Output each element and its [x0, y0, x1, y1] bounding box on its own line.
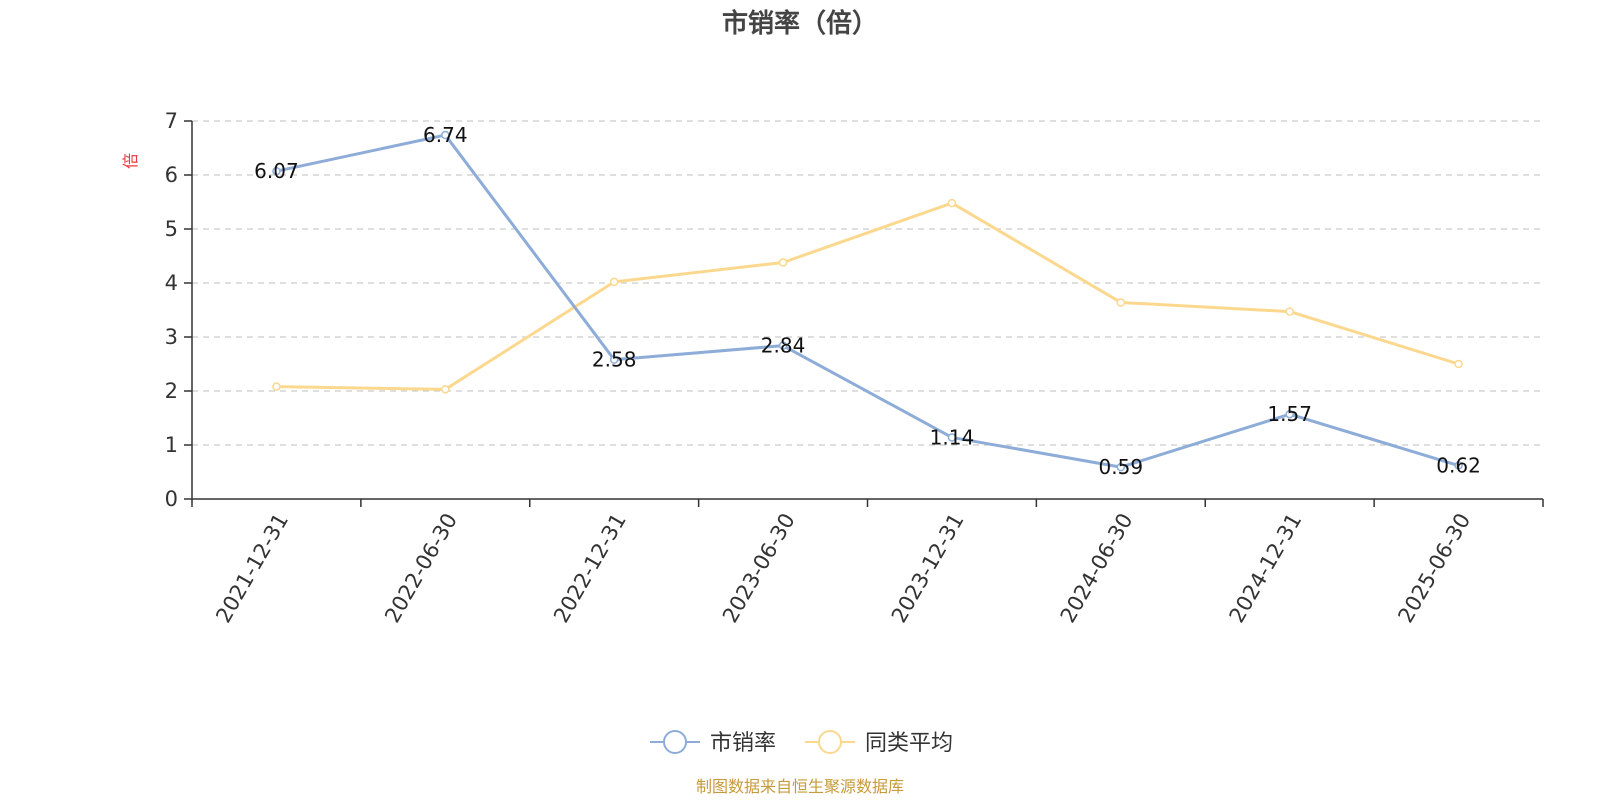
series-line-2: [276, 201, 1460, 391]
x-tick-labels: 2021-12-31 2022-06-30 2022-12-31 2023-06-30…: [211, 509, 1475, 627]
x-tick-label: 2021-12-31: [211, 509, 293, 627]
x-tick-label: 2024-12-31: [1225, 509, 1307, 627]
data-point: [947, 433, 957, 442]
x-tick-label: 2023-12-31: [887, 509, 969, 627]
grid-lines: [192, 120, 1543, 446]
x-tick-label: 2022-12-31: [549, 509, 631, 627]
legend-marker: [663, 730, 687, 754]
data-point: [1285, 307, 1294, 316]
y-tick-label: 3: [165, 325, 178, 349]
data-point: [1454, 359, 1463, 369]
y-tick-label: 2: [165, 379, 178, 403]
data-label: 1.14: [930, 425, 975, 449]
y-tick-label: 5: [165, 217, 178, 241]
data-label: 1.57: [1267, 402, 1312, 426]
legend-item-2[interactable]: 同类平均: [805, 730, 953, 756]
y-tick-label: 7: [165, 109, 178, 133]
data-label: 2.58: [592, 348, 637, 372]
data-point: [1285, 409, 1294, 419]
x-tick-label: 2022-06-30: [380, 509, 462, 627]
data-point: [441, 385, 450, 394]
data-label: 6.07: [254, 159, 299, 183]
y-tick-label: 1: [165, 433, 178, 457]
series-line-1: [276, 133, 1459, 469]
data-point: [609, 355, 619, 364]
data-label: 0.62: [1436, 454, 1481, 478]
y-tick-label: 4: [165, 271, 178, 295]
y-tick-labels: 0 1 2 3 4 5 6 7: [165, 109, 178, 511]
axes: [184, 120, 1544, 507]
data-point: [1454, 461, 1463, 470]
legend-item-1[interactable]: 市销率: [650, 730, 776, 756]
data-point: [609, 277, 619, 287]
data-point: [272, 382, 281, 391]
y-tick-label: 6: [165, 163, 178, 187]
data-point: [272, 166, 281, 176]
series-layer: [272, 130, 1463, 472]
data-label: 6.74: [423, 123, 468, 147]
y-axis-label: 倍: [121, 153, 140, 169]
data-point: [1116, 298, 1126, 307]
legend-label: 同类平均: [865, 731, 953, 756]
legend-marker: [818, 730, 842, 754]
x-tick-label: 2023-06-30: [718, 509, 800, 627]
data-point: [778, 341, 788, 350]
data-labels: 6.07 6.74 2.58 2.84 1.14 0.59 1.57 0.62: [254, 123, 1481, 479]
data-point: [441, 130, 450, 140]
legend[interactable]: 市销率 同类平均: [650, 730, 953, 756]
data-label: 0.59: [1099, 455, 1144, 479]
x-tick-label: 2024-06-30: [1056, 509, 1138, 627]
x-tick-label: 2025-06-30: [1393, 509, 1475, 627]
chart-title: 市销率（倍）: [722, 8, 878, 39]
data-point: [778, 258, 788, 267]
data-label: 2.84: [761, 334, 806, 358]
source-note: 制图数据来自恒生聚源数据库: [696, 777, 904, 796]
data-point: [947, 198, 957, 208]
legend-label: 市销率: [710, 731, 776, 756]
data-point: [1116, 462, 1126, 472]
y-tick-label: 0: [165, 487, 178, 511]
